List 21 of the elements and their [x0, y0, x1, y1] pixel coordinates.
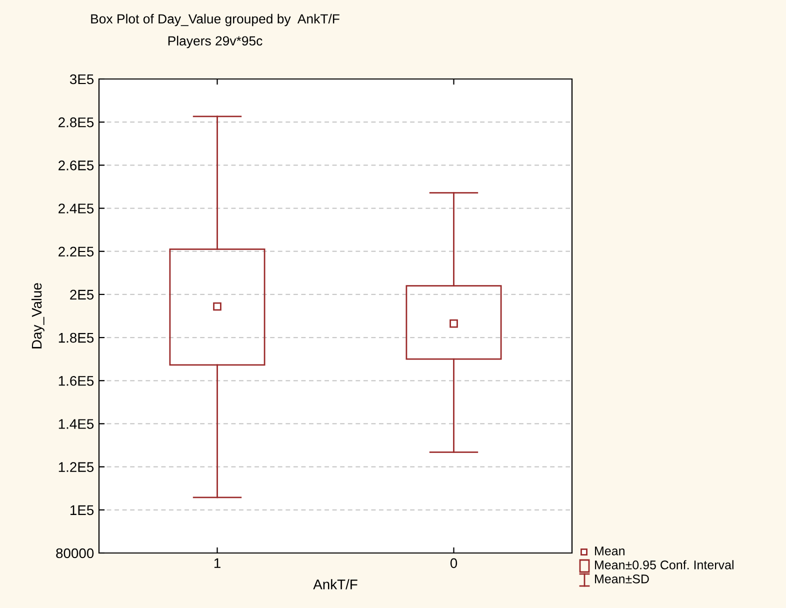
x-tick-label: 0 [450, 558, 458, 568]
y-axis-title: Day_Value [31, 283, 44, 348]
y-tick-label: 2.4E5 [58, 204, 94, 214]
y-tick-label: 1.2E5 [58, 462, 94, 472]
y-tick-label: 1E5 [70, 505, 94, 516]
chart-subtitle: Players 29v*95c [168, 36, 262, 48]
y-tick-label: 80000 [56, 548, 94, 558]
y-tick-label: 1.6E5 [58, 376, 94, 386]
y-tick-label: 2.6E5 [58, 160, 94, 170]
y-tick-label: 3E5 [70, 74, 94, 84]
text: Mean±0.95 Conf. Interval [595, 560, 734, 570]
text: Mean±SD [595, 574, 649, 584]
y-tick-label: 1.4E5 [58, 419, 94, 429]
y-tick-label: 2.8E5 [58, 117, 94, 128]
x-axis-title: AnkT/F [313, 579, 358, 590]
x-tick-label: 1 [214, 558, 220, 568]
y-tick-label: 2.2E5 [58, 246, 94, 257]
text: Mean [595, 546, 624, 556]
y-tick-label: 1.8E5 [58, 332, 94, 343]
y-tick-label: 2E5 [70, 290, 94, 300]
chart-title: Box Plot of Day_Value grouped by AnkT/F [91, 14, 340, 26]
